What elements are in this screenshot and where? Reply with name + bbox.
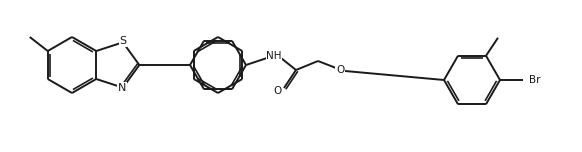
Text: NH: NH [266,51,282,61]
Text: Br: Br [529,75,541,85]
Text: O: O [336,65,344,75]
Text: O: O [274,86,282,96]
Text: N: N [118,83,126,93]
Text: S: S [119,36,126,46]
